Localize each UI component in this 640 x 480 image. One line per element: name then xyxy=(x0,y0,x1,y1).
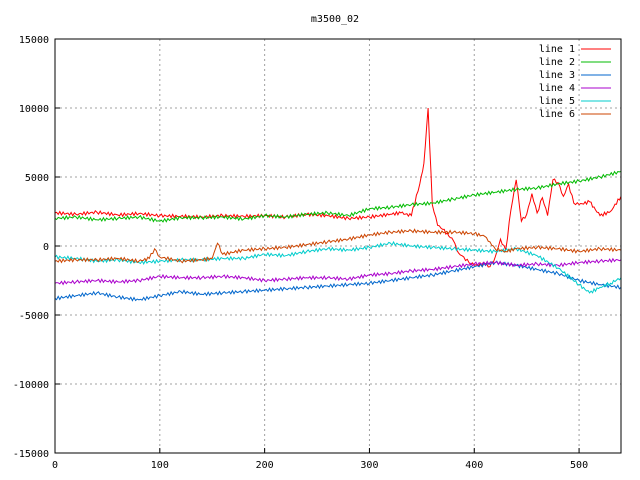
grid-layer xyxy=(55,39,621,453)
series-line-5 xyxy=(54,240,622,294)
x-tick-label: 100 xyxy=(151,460,169,471)
legend-label-3: line 3 xyxy=(539,70,575,81)
series-layer xyxy=(54,107,622,302)
series-line-6 xyxy=(54,228,622,264)
y-tick-label: 15000 xyxy=(19,35,49,46)
legend-label-4: line 4 xyxy=(539,83,575,94)
legend: line 1 line 2 line 3 line 4 line 5 line 6 xyxy=(539,44,611,120)
series-line-4 xyxy=(54,257,622,286)
legend-label-5: line 5 xyxy=(539,96,575,107)
series-line-3 xyxy=(54,260,622,302)
legend-label-2: line 2 xyxy=(539,57,575,68)
x-tick-label: 400 xyxy=(465,460,483,471)
chart-title: m3500_02 xyxy=(311,14,359,25)
legend-label-6: line 6 xyxy=(539,109,575,120)
x-tick-label: 200 xyxy=(256,460,274,471)
tick-layer: 0 100 200 300 400 500 -15000 -10000 -5000 0 5000 10… xyxy=(13,35,588,471)
y-tick-label: 0 xyxy=(43,242,49,253)
y-tick-label: -5000 xyxy=(19,311,49,322)
y-tick-label: -15000 xyxy=(13,449,49,460)
series-line-2 xyxy=(54,170,622,223)
series-line-1 xyxy=(54,107,622,268)
x-tick-label: 500 xyxy=(570,460,588,471)
x-tick-label: 300 xyxy=(360,460,378,471)
x-tick-label: 0 xyxy=(52,460,58,471)
y-tick-label: 5000 xyxy=(25,173,49,184)
legend-label-1: line 1 xyxy=(539,44,575,55)
y-tick-label: 10000 xyxy=(19,104,49,115)
y-tick-label: -10000 xyxy=(13,380,49,391)
